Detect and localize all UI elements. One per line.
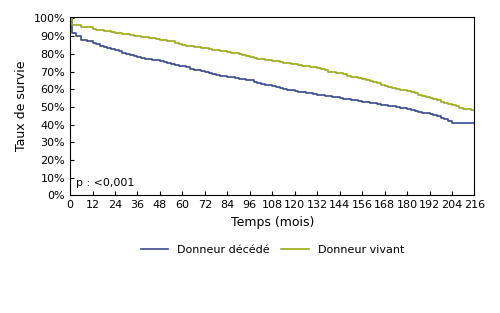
X-axis label: Temps (mois): Temps (mois) bbox=[230, 216, 314, 229]
Legend: Donneur décédé, Donneur vivant: Donneur décédé, Donneur vivant bbox=[136, 240, 408, 259]
Text: p : <0,001: p : <0,001 bbox=[76, 178, 134, 188]
Y-axis label: Taux de survie: Taux de survie bbox=[15, 61, 28, 151]
